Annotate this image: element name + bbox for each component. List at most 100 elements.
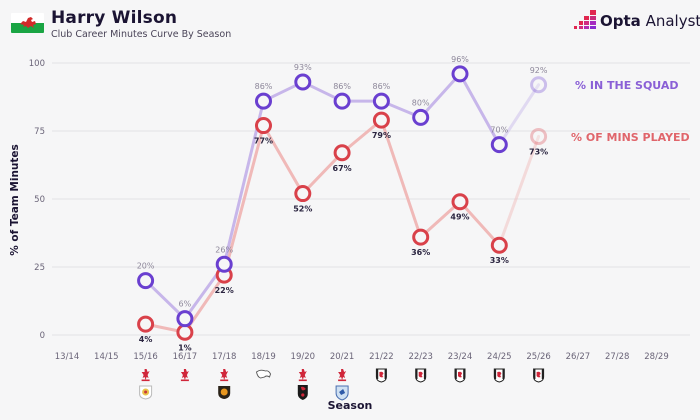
- mins-data-point: [176, 323, 194, 341]
- y-tick-label: 25: [34, 263, 45, 273]
- page-title: Harry Wilson: [51, 8, 178, 28]
- x-tick-label: 19/20: [291, 352, 316, 362]
- squad-data-label: 96%: [451, 55, 469, 64]
- squad-data-label: 86%: [255, 82, 273, 91]
- squad-data-label: 93%: [294, 63, 312, 72]
- squad-data-label: 70%: [490, 126, 508, 135]
- series-points: [137, 65, 548, 341]
- squad-line-segment: [497, 83, 541, 147]
- mins-line-segment: [301, 151, 344, 196]
- x-tick-label: 21/22: [369, 352, 394, 362]
- mins-line-segment: [340, 118, 383, 155]
- squad-data-point: [215, 255, 233, 273]
- mins-data-label: 49%: [450, 213, 469, 222]
- squad-data-point: [333, 92, 351, 110]
- mins-line-segment: [262, 124, 305, 196]
- mins-data-point: [372, 111, 390, 129]
- liverpool-crest-icon: [298, 369, 307, 382]
- squad-data-label: 20%: [137, 262, 155, 271]
- y-tick-label: 0: [40, 331, 45, 341]
- x-tick-label: 26/27: [566, 352, 591, 362]
- grid: [52, 62, 690, 336]
- fulham-crest-icon: [533, 368, 545, 383]
- squad-data-point: [294, 73, 312, 91]
- mins-line-segment: [497, 134, 541, 247]
- squad-data-label: 6%: [179, 300, 192, 309]
- legend-mins-played: % OF MINS PLAYED: [571, 131, 690, 144]
- x-tick-label: 22/23: [408, 352, 433, 362]
- x-tick-label: 20/21: [330, 352, 355, 362]
- legend-squad: % IN THE SQUAD: [575, 79, 679, 92]
- x-tick-label: 17/18: [212, 352, 237, 362]
- x-tick-label: 13/14: [55, 352, 80, 362]
- squad-data-label: 92%: [530, 66, 548, 75]
- cardiff-crest-icon: [335, 385, 349, 401]
- squad-data-point: [255, 92, 272, 110]
- series-lines: [144, 72, 541, 334]
- mins-data-label: 52%: [293, 205, 312, 214]
- liverpool-crest-icon: [180, 369, 189, 382]
- fulham-crest-icon: [375, 368, 387, 383]
- mins-data-point: [333, 144, 351, 162]
- page-subtitle: Club Career Minutes Curve By Season: [51, 29, 232, 40]
- mins-data-label: 73%: [529, 147, 548, 156]
- y-tick-label: 75: [34, 127, 45, 137]
- brand-name: Opta Analyst: [600, 12, 700, 30]
- mins-data-label: 33%: [490, 256, 509, 265]
- x-axis-label: Season: [328, 399, 373, 412]
- mins-data-label: 36%: [411, 248, 430, 257]
- squad-data-label: 80%: [412, 98, 430, 107]
- liverpool-crest-icon: [338, 369, 347, 382]
- mins-data-label: 67%: [333, 164, 352, 173]
- x-tick-label: 27/28: [605, 352, 630, 362]
- mins-data-label: 22%: [215, 286, 234, 295]
- mins-line-segment: [379, 118, 423, 239]
- squad-data-point: [412, 108, 430, 126]
- x-tick-label: 14/15: [94, 352, 119, 362]
- mins-data-point: [490, 236, 508, 254]
- y-tick-label: 50: [34, 195, 45, 205]
- squad-data-point: [530, 76, 548, 94]
- x-tick-label: 24/25: [487, 352, 512, 362]
- mins-data-point: [294, 185, 312, 203]
- squad-data-point: [490, 136, 508, 154]
- mins-data-point: [137, 315, 155, 333]
- x-tick-label: 28/29: [644, 352, 669, 362]
- opta-analyst-logo: Opta Analyst: [572, 9, 700, 33]
- squad-data-label: 86%: [373, 82, 391, 91]
- mins-data-label: 77%: [254, 137, 273, 146]
- derby-crest-icon: [256, 369, 271, 379]
- liverpool-crest-icon: [141, 369, 150, 382]
- mins-data-point: [451, 193, 469, 211]
- x-tick-label: 18/19: [251, 352, 276, 362]
- club-crests: [139, 368, 545, 401]
- opta-logo-icon: [574, 10, 596, 29]
- x-tick-label: 15/16: [133, 352, 158, 362]
- squad-data-label: 86%: [333, 82, 351, 91]
- mins-line-segment: [458, 200, 501, 247]
- squad-data-point: [372, 92, 390, 110]
- x-tick-label: 25/26: [526, 352, 551, 362]
- fulham-crest-icon: [493, 368, 505, 383]
- x-axis-ticks: 13/14 14/15 15/16 16/17 17/18 18/19 19/20 20/21…: [55, 352, 669, 362]
- squad-data-point: [176, 310, 194, 328]
- mins-data-point: [412, 228, 430, 246]
- squad-line-segment: [419, 72, 462, 119]
- mins-data-point: [530, 127, 548, 145]
- squad-data-point: [451, 65, 469, 83]
- squad-data-label: 26%: [215, 245, 233, 254]
- x-tick-label: 16/17: [173, 352, 198, 362]
- squad-data-point: [137, 272, 155, 290]
- crewe-crest-icon: [139, 385, 153, 400]
- squad-line-segment: [144, 279, 187, 321]
- hull-crest-icon: [218, 386, 231, 399]
- y-tick-label: 100: [29, 59, 45, 69]
- fulham-crest-icon: [415, 368, 427, 383]
- liverpool-crest-icon: [220, 369, 229, 382]
- mins-data-point: [255, 117, 272, 135]
- mins-line-segment: [222, 124, 265, 277]
- x-tick-label: 23/24: [448, 352, 473, 362]
- mins-line-segment: [419, 200, 462, 239]
- header: Harry Wilson Club Career Minutes Curve B…: [0, 0, 700, 50]
